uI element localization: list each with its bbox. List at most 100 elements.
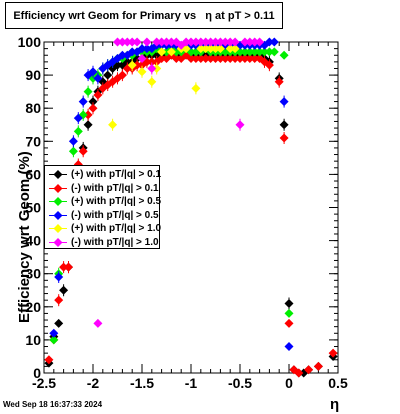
y-tick-label: 0 (33, 365, 41, 381)
legend-marker (45, 195, 71, 208)
data-point (147, 77, 157, 87)
legend-entry: (-) with pT/|q| > 0.1 (45, 182, 159, 195)
legend-label: (+) with pT/|q| > 0.1 (71, 169, 162, 180)
data-point (201, 54, 211, 64)
data-point (147, 57, 157, 67)
data-point (127, 37, 137, 47)
data-point (201, 44, 211, 54)
data-point (225, 44, 235, 54)
legend: (+) with pT/|q| > 0.1 (-) with pT/|q| > 0… (44, 165, 162, 249)
legend-marker (45, 182, 71, 195)
x-tick-label: 0.5 (328, 375, 348, 391)
data-point (127, 47, 137, 57)
y-tick-label: 50 (25, 200, 41, 216)
data-point (181, 37, 191, 47)
data-point (54, 318, 64, 328)
x-tick-label: -1 (185, 375, 198, 391)
data-point (284, 298, 294, 308)
x-tick-label: -0.5 (228, 375, 252, 391)
data-point (68, 146, 78, 156)
y-tick-label: 20 (25, 299, 41, 315)
legend-label: (+) with pT/|q| > 0.5 (71, 196, 162, 207)
data-point (191, 37, 201, 47)
data-point (49, 335, 59, 345)
timestamp-footer: Wed Sep 18 16:37:33 2024 (3, 400, 103, 409)
data-point (73, 113, 83, 123)
data-point (279, 120, 289, 130)
data-point (186, 54, 196, 64)
data-point (245, 47, 255, 57)
data-point (44, 355, 54, 365)
data-point (166, 37, 176, 47)
data-point (49, 328, 59, 338)
data-point (264, 37, 274, 47)
legend-entry: (-) with pT/|q| > 1.0 (45, 236, 159, 249)
data-point (328, 348, 338, 358)
x-tick-label: -2.5 (32, 375, 56, 391)
data-point (230, 44, 240, 54)
data-point (103, 70, 113, 80)
data-point (132, 37, 142, 47)
data-point (250, 47, 260, 57)
data-point (166, 47, 176, 57)
x-tick-label: 0 (285, 375, 293, 391)
data-point (284, 342, 294, 352)
data-point (137, 44, 147, 54)
data-point (230, 37, 240, 47)
data-point (142, 44, 152, 54)
legend-label: (-) with pT/|q| > 1.0 (71, 236, 159, 248)
data-point (215, 37, 225, 47)
data-points (44, 37, 338, 378)
data-point (196, 54, 206, 64)
y-tick-label: 80 (25, 100, 41, 116)
data-point (230, 54, 240, 64)
data-point (59, 262, 69, 272)
data-point (235, 120, 245, 130)
data-point (269, 37, 279, 47)
data-point (260, 47, 269, 57)
data-point (206, 37, 216, 47)
data-point (152, 63, 162, 73)
data-point (157, 37, 167, 47)
x-tick-label: -2 (87, 375, 100, 391)
data-point (201, 37, 211, 47)
data-point (304, 365, 314, 375)
data-point (279, 133, 289, 143)
data-point (255, 47, 265, 57)
data-point (215, 44, 225, 54)
data-point (83, 120, 93, 130)
data-point (88, 67, 98, 77)
series-5 (108, 44, 240, 131)
data-point (186, 37, 196, 47)
data-point (284, 308, 294, 318)
y-tick-label: 40 (25, 233, 41, 249)
data-point (137, 54, 147, 64)
data-point (215, 54, 225, 64)
data-point (117, 70, 127, 80)
data-point (211, 37, 220, 47)
data-point (211, 54, 220, 64)
plot-title: Efficiency wrt Geom for Primary vs η at … (5, 2, 283, 29)
data-point (220, 37, 230, 47)
data-point (294, 368, 304, 378)
data-point (113, 37, 122, 47)
y-tick-label: 90 (25, 67, 41, 83)
data-point (225, 54, 235, 64)
data-point (137, 67, 147, 77)
legend-marker (45, 222, 71, 235)
data-point (191, 83, 201, 93)
data-point (93, 90, 103, 100)
data-point (88, 103, 98, 113)
data-point (245, 54, 255, 64)
y-tick-label: 30 (25, 266, 41, 282)
y-tick-label: 10 (25, 332, 41, 348)
y-tick-label: 60 (25, 166, 41, 182)
data-point (108, 120, 118, 130)
data-point (157, 54, 167, 64)
data-point (122, 37, 132, 47)
data-point (279, 50, 289, 60)
legend-marker (45, 209, 71, 222)
legend-marker (45, 236, 71, 249)
legend-entry: (-) with pT/|q| > 0.5 (45, 209, 159, 222)
